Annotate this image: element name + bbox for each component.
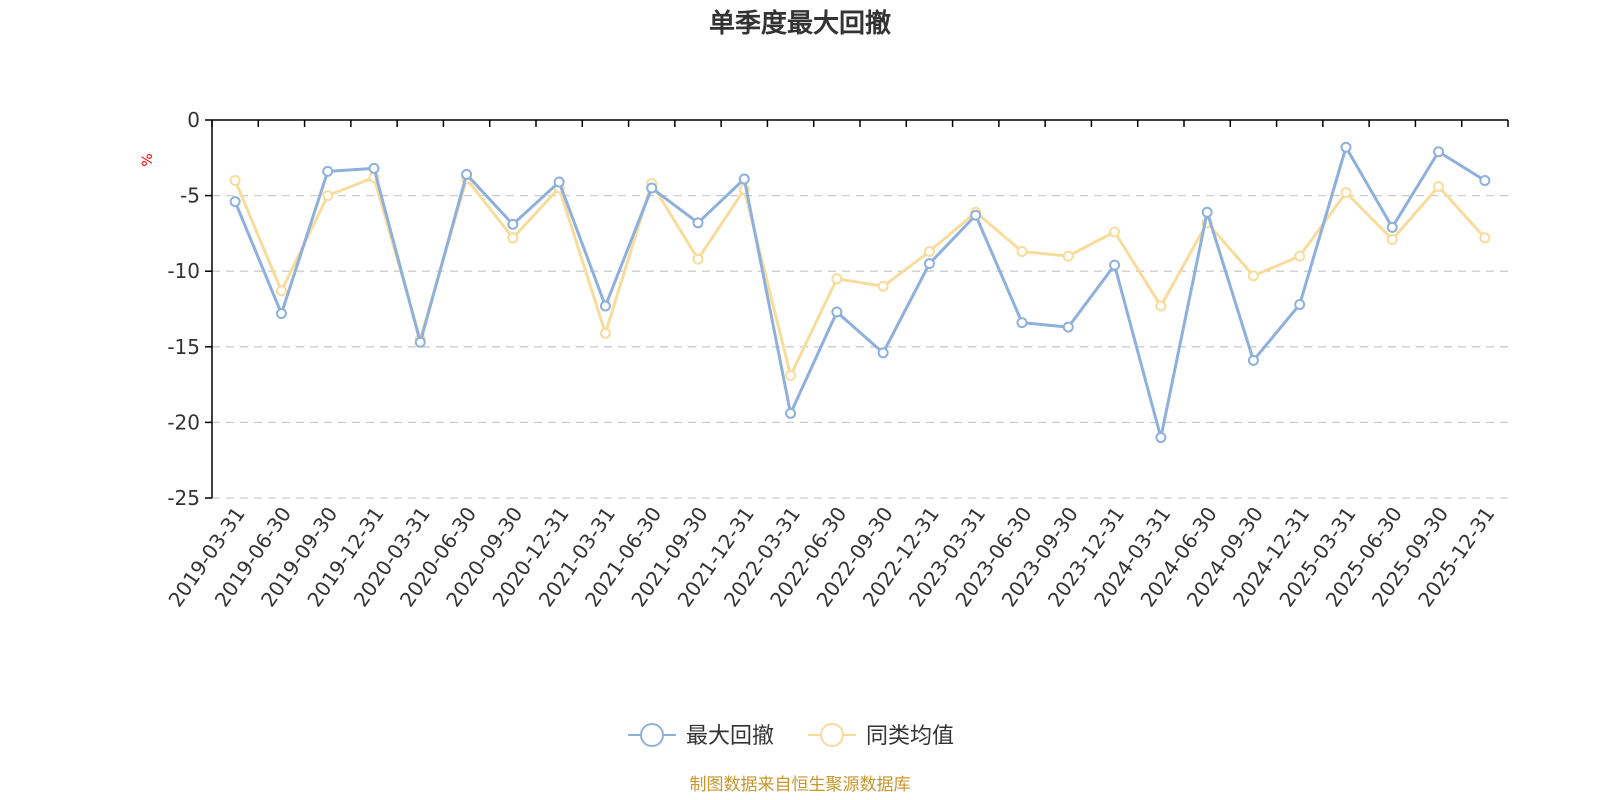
data-point[interactable] xyxy=(877,347,889,359)
legend-marker-icon xyxy=(640,723,664,747)
series-max-drawdown xyxy=(229,141,1491,444)
data-point[interactable] xyxy=(785,407,797,419)
legend-item-peer-average[interactable]: 同类均值 xyxy=(808,723,954,749)
data-point[interactable] xyxy=(599,300,611,312)
data-point[interactable] xyxy=(1247,270,1259,282)
y-tick-label: -5 xyxy=(180,184,200,208)
data-point[interactable] xyxy=(414,336,426,348)
data-point[interactable] xyxy=(923,246,935,258)
data-point[interactable] xyxy=(1155,300,1167,312)
series-line xyxy=(233,145,1486,440)
data-point[interactable] xyxy=(1340,187,1352,199)
y-unit-label: % xyxy=(140,153,156,166)
data-point[interactable] xyxy=(970,209,982,221)
data-point[interactable] xyxy=(229,174,241,186)
data-point[interactable] xyxy=(1294,298,1306,310)
data-point[interactable] xyxy=(599,327,611,339)
data-point[interactable] xyxy=(553,176,565,188)
legend-marker-icon xyxy=(820,723,844,747)
data-point[interactable] xyxy=(1155,432,1167,444)
y-tick-label: -25 xyxy=(167,486,200,510)
data-point[interactable] xyxy=(275,285,287,297)
legend-item-max-drawdown[interactable]: 最大回撤 xyxy=(628,723,774,749)
y-tick-labels: 0 -5 -10 -15 -20 -25 xyxy=(167,108,200,510)
data-point[interactable] xyxy=(877,280,889,292)
data-point[interactable] xyxy=(692,253,704,265)
data-point[interactable] xyxy=(738,173,750,185)
data-point[interactable] xyxy=(1433,146,1445,158)
data-point[interactable] xyxy=(646,182,658,194)
data-point[interactable] xyxy=(1062,321,1074,333)
data-point[interactable] xyxy=(1433,181,1445,193)
legend[interactable]: 最大回撤 同类均值 xyxy=(628,723,954,749)
data-point[interactable] xyxy=(692,217,704,229)
y-tick-label: -10 xyxy=(167,259,200,283)
data-point[interactable] xyxy=(507,218,519,230)
data-point[interactable] xyxy=(368,162,380,174)
data-point[interactable] xyxy=(322,190,334,202)
data-point[interactable] xyxy=(1386,221,1398,233)
source-note: 制图数据来自恒生聚源数据库 xyxy=(690,775,911,795)
legend-label: 同类均值 xyxy=(866,724,954,749)
y-tick-label: -15 xyxy=(167,335,200,359)
series-peer-average xyxy=(229,171,1491,382)
data-point[interactable] xyxy=(1201,206,1213,218)
data-point[interactable] xyxy=(831,306,843,318)
y-tick-label: 0 xyxy=(187,108,200,132)
data-point[interactable] xyxy=(1479,232,1491,244)
legend-label: 最大回撤 xyxy=(686,724,774,749)
axes xyxy=(205,119,1509,499)
data-point[interactable] xyxy=(275,308,287,320)
data-point[interactable] xyxy=(831,273,843,285)
data-point[interactable] xyxy=(507,232,519,244)
data-point[interactable] xyxy=(1479,174,1491,186)
y-tick-label: -20 xyxy=(167,410,200,434)
grid-lines xyxy=(212,194,1508,499)
data-point[interactable] xyxy=(1294,250,1306,262)
data-point[interactable] xyxy=(785,370,797,382)
data-point[interactable] xyxy=(1247,354,1259,366)
data-point[interactable] xyxy=(1340,141,1352,153)
data-point[interactable] xyxy=(322,165,334,177)
data-point[interactable] xyxy=(1016,317,1028,329)
data-point[interactable] xyxy=(229,196,241,208)
x-tick-labels: 2019-03-312019-06-302019-09-302019-12-31… xyxy=(163,502,1499,611)
data-point[interactable] xyxy=(1109,226,1121,238)
series-layer xyxy=(229,141,1491,444)
data-point[interactable] xyxy=(461,168,473,180)
data-point[interactable] xyxy=(1109,259,1121,271)
data-point[interactable] xyxy=(1016,246,1028,258)
data-point[interactable] xyxy=(1062,250,1074,262)
data-point[interactable] xyxy=(1386,233,1398,245)
data-point[interactable] xyxy=(923,258,935,270)
chart-title: 单季度最大回撤 xyxy=(709,8,891,39)
